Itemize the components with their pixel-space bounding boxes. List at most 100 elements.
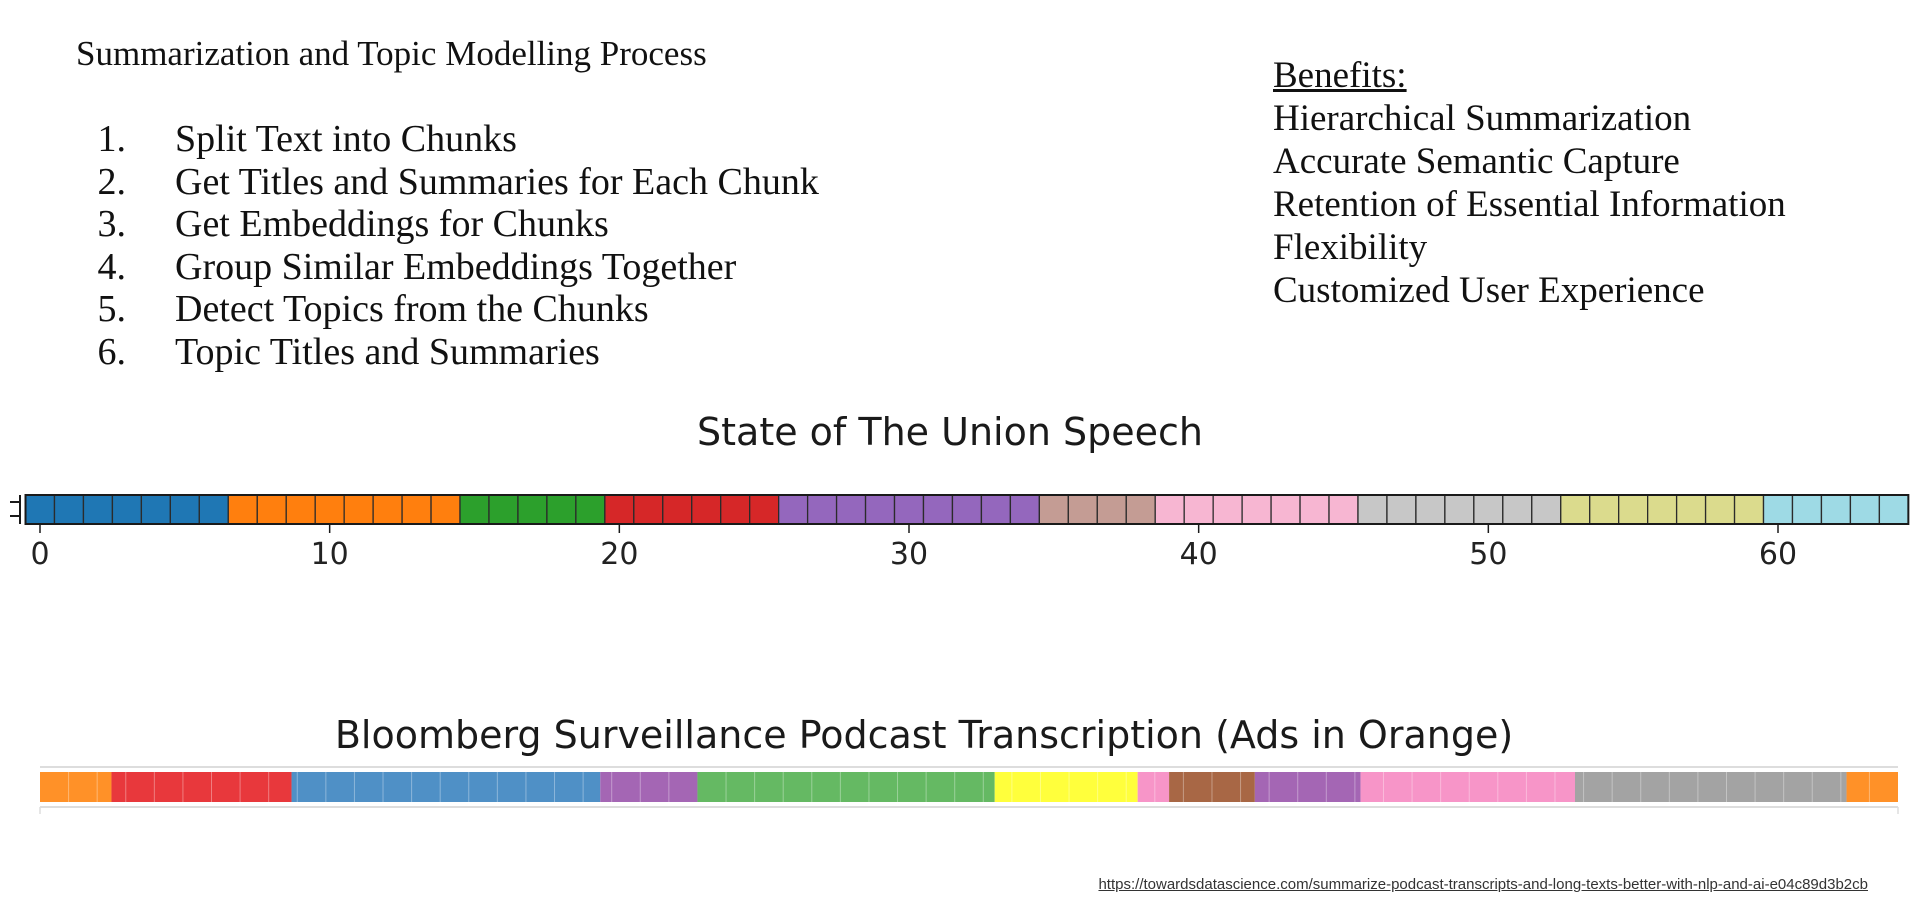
sotu-segment-cell-topic-3 (517, 494, 548, 525)
process-step: 4. Group Similar Embeddings Together (76, 246, 819, 289)
step-number: 5. (97, 288, 127, 331)
benefits-panel: Benefits: Hierarchical Summarization Acc… (1273, 54, 1786, 312)
sotu-segment-cell-topic-1 (198, 494, 229, 525)
sotu-topic-chart: 0 10 20 30 40 50 60 (10, 494, 1910, 572)
source-link[interactable]: https://towardsdatascience.com/summarize… (1098, 876, 1868, 893)
sotu-segment-cell-topic-5 (980, 494, 1012, 525)
step-text: Get Embeddings for Chunks (175, 203, 609, 246)
benefits-header: Benefits: (1273, 55, 1407, 96)
sotu-segment-cell-topic-5 (1009, 494, 1041, 525)
sotu-segment-cell-topic-2 (285, 494, 316, 525)
sotu-segment-cell-topic-2 (256, 494, 287, 525)
sotu-segment-cell-topic-7 (1299, 494, 1330, 525)
sotu-segment-cell-topic-10 (1820, 494, 1852, 525)
bloomberg-segment-topic-3 (600, 772, 698, 802)
sotu-segment-cell-topic-1 (111, 494, 143, 525)
sotu-segment-cell-topic-1 (82, 494, 114, 525)
sotu-segment-cell-topic-8 (1473, 494, 1504, 525)
sotu-segment-cell-topic-5 (951, 494, 983, 525)
bloomberg-segment-topic-2 (291, 772, 601, 802)
sotu-segment-cell-topic-4 (633, 494, 664, 525)
sotu-segment-cell-topic-3 (459, 494, 490, 525)
process-step: 2. Get Titles and Summaries for Each Chun… (76, 161, 819, 204)
bloomberg-chart-title: Bloomberg Surveillance Podcast Transcrip… (334, 713, 1514, 757)
sotu-segment-cell-topic-2 (372, 494, 403, 525)
sotu-tick-label: 60 (1759, 537, 1797, 572)
process-step: 5. Detect Topics from the Chunks (76, 288, 819, 331)
sotu-segment-cell-topic-5 (922, 494, 954, 525)
bloomberg-segment-topic-8 (1254, 772, 1361, 802)
benefit-item: Retention of Essential Information (1273, 184, 1786, 225)
sotu-segment-cell-topic-9 (1675, 494, 1707, 525)
bloomberg-segment-topic-4 (697, 772, 995, 802)
benefit-item: Flexibility (1273, 227, 1428, 268)
sotu-segment-cell-topic-8 (1444, 494, 1475, 525)
sotu-segment-cell-topic-9 (1647, 494, 1678, 525)
sotu-segment-cell-topic-5 (835, 494, 867, 525)
process-title: Summarization and Topic Modelling Proces… (76, 34, 707, 73)
sotu-tick-label: 0 (30, 537, 49, 572)
sotu-segment-cell-topic-3 (575, 494, 606, 525)
sotu-segment-cell-topic-8 (1386, 494, 1417, 525)
step-number: 2. (97, 160, 127, 203)
step-text: Topic Titles and Summaries (175, 330, 600, 373)
process-step: 1. Split Text into Chunks (76, 118, 819, 161)
sotu-segment-cell-topic-5 (893, 494, 925, 525)
bloomberg-segment-topic-9 (1360, 772, 1575, 802)
sotu-segment-cell-topic-3 (546, 494, 577, 525)
step-text: Group Similar Embeddings Together (175, 245, 737, 288)
bloomberg-segment-topic-5 (994, 772, 1138, 802)
sotu-segment-cell-topic-6 (1096, 494, 1127, 525)
bloomberg-segment-ad (1846, 772, 1898, 802)
step-number: 3. (97, 203, 127, 246)
sotu-segment-cell-topic-9 (1704, 494, 1736, 525)
sotu-segment-cell-topic-2 (343, 494, 374, 525)
bloomberg-segment-topic-6 (1137, 772, 1170, 802)
sotu-segment-cell-topic-7 (1270, 494, 1301, 525)
bloomberg-topic-chart (39, 766, 1899, 814)
sotu-segment-cell-topic-9 (1618, 494, 1649, 525)
step-text: Detect Topics from the Chunks (175, 288, 649, 331)
sotu-segment-cell-topic-3 (488, 494, 519, 525)
sotu-segment-cell-topic-2 (314, 494, 345, 525)
benefit-item: Customized User Experience (1273, 270, 1705, 311)
sotu-segment-cell-topic-6 (1125, 494, 1156, 525)
sotu-segment-cell-topic-6 (1038, 494, 1069, 525)
sotu-segment-cell-topic-7 (1328, 494, 1359, 525)
sotu-segment-cell-topic-7 (1241, 494, 1272, 525)
sotu-segment-cell-topic-9 (1589, 494, 1620, 525)
benefit-item: Hierarchical Summarization (1273, 98, 1692, 139)
bloomberg-segment-topic-7 (1169, 772, 1255, 802)
sotu-segment-cell-topic-7 (1183, 494, 1214, 525)
sotu-segment-cell-topic-2 (430, 494, 461, 525)
sotu-tick-label: 30 (890, 537, 928, 572)
sotu-segment-cell-topic-8 (1531, 494, 1562, 525)
sotu-segment-cell-topic-1 (53, 494, 85, 525)
sotu-segment-cell-topic-4 (604, 494, 635, 525)
benefit-item: Accurate Semantic Capture (1273, 141, 1680, 182)
step-number: 1. (97, 118, 127, 160)
sotu-segment-cell-topic-5 (778, 494, 809, 525)
sotu-chart-frame (24, 494, 1910, 525)
sotu-segment-cell-topic-9 (1560, 494, 1591, 525)
sotu-tick-label: 50 (1469, 537, 1507, 572)
sotu-segment-cell-topic-9 (1733, 494, 1765, 525)
sotu-chart-title: State of The Union Speech (697, 410, 1203, 454)
sotu-segment-cell-topic-8 (1415, 494, 1446, 525)
sotu-segment-cell-topic-7 (1212, 494, 1243, 525)
sotu-tick-label: 40 (1180, 537, 1218, 572)
sotu-segment-cell-topic-5 (806, 494, 838, 525)
bloomberg-segment-ad (40, 772, 112, 802)
step-text: Get Titles and Summaries for Each Chunk (175, 160, 819, 203)
sotu-segment-cell-topic-10 (1849, 494, 1881, 525)
sotu-tick-label: 10 (311, 537, 349, 572)
sotu-segment-cell-topic-1 (169, 494, 200, 525)
sotu-segment-cell-topic-10 (1762, 494, 1794, 525)
sotu-segment-cell-topic-10 (1791, 494, 1823, 525)
sotu-segment-cell-topic-10 (1878, 494, 1909, 525)
sotu-axis-stub (10, 495, 21, 524)
sotu-segment-cell-topic-4 (691, 494, 722, 525)
process-step: 3. Get Embeddings for Chunks (76, 203, 819, 246)
sotu-segment-cell-topic-2 (227, 494, 258, 525)
sotu-segment-cell-topic-2 (401, 494, 432, 525)
